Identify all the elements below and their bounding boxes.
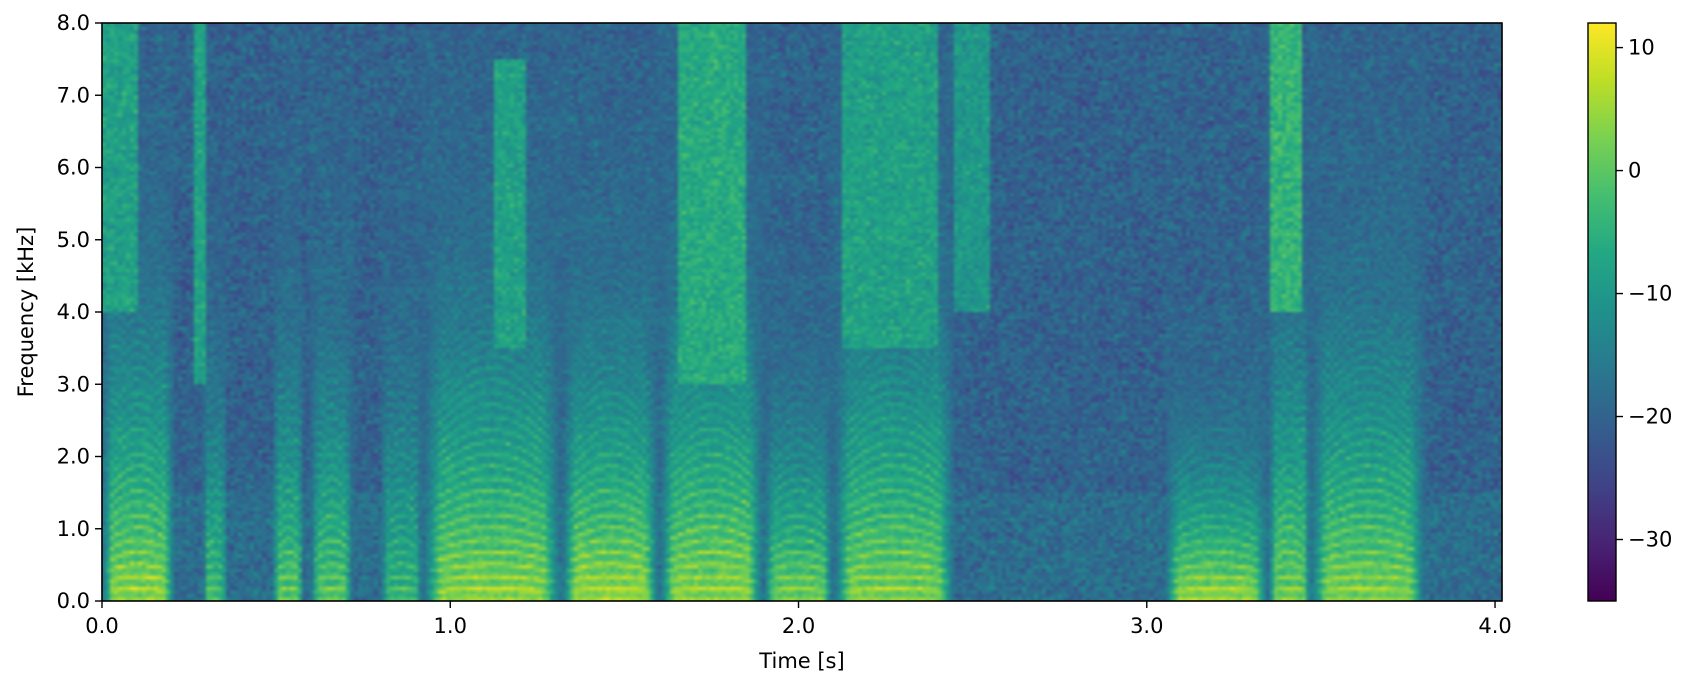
y-tick-label: 1.0 (57, 517, 90, 541)
x-axis-ticks: 0.0 1.0 2.0 3.0 4.0 (85, 601, 1512, 638)
y-axis-label: Frequency [kHz] (14, 227, 38, 398)
spectrogram-image (102, 23, 1502, 601)
y-tick-label: 4.0 (57, 300, 90, 324)
colorbar-tick-label: 10 (1628, 36, 1655, 60)
y-tick-label: 0.0 (57, 589, 90, 613)
x-axis-label: Time [s] (758, 649, 844, 673)
y-tick-label: 8.0 (57, 11, 90, 35)
y-tick-label: 2.0 (57, 445, 90, 469)
colorbar-tick-label: −30 (1628, 528, 1672, 552)
y-tick-label: 5.0 (57, 228, 90, 252)
colorbar (1587, 22, 1617, 602)
x-tick-label: 4.0 (1478, 614, 1511, 638)
colorbar-tick-label: −20 (1628, 405, 1672, 429)
colorbar-ticks: 10 0 −10 −20 −30 (1616, 36, 1672, 552)
colorbar-tick-label: −10 (1628, 282, 1672, 306)
y-axis-ticks: 0.0 1.0 2.0 3.0 4.0 5.0 6.0 7.0 8.0 (57, 11, 102, 613)
colorbar-tick-label: 0 (1628, 159, 1641, 183)
x-tick-label: 1.0 (434, 614, 467, 638)
y-tick-label: 6.0 (57, 156, 90, 180)
x-tick-label: 0.0 (85, 614, 118, 638)
x-tick-label: 3.0 (1130, 614, 1163, 638)
y-tick-label: 7.0 (57, 83, 90, 107)
x-tick-label: 2.0 (782, 614, 815, 638)
y-tick-label: 3.0 (57, 372, 90, 396)
